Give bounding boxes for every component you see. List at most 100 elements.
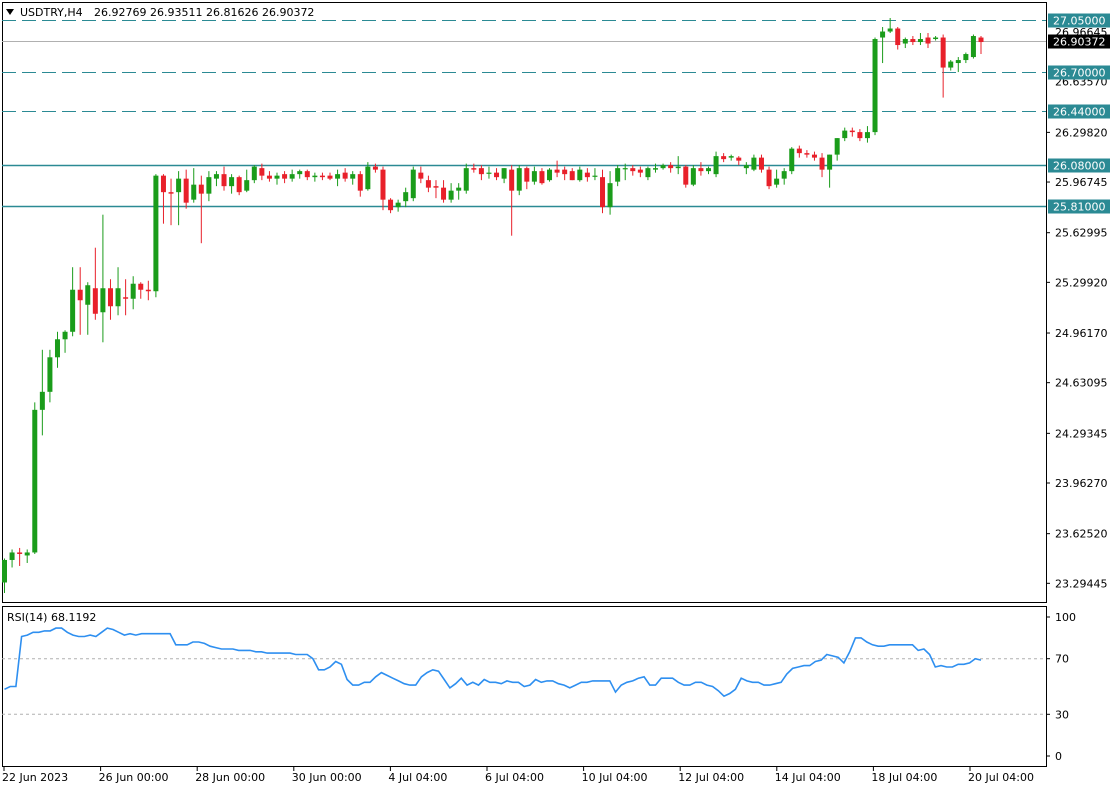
candle-bull (607, 183, 613, 208)
price-axis: 26.29820 25.96745 25.62995 25.29920 24.96170… (1046, 26, 1108, 590)
candle-bull (834, 138, 840, 155)
candle-bear (562, 169, 568, 175)
candle-bull (789, 148, 795, 172)
candle-bear (895, 28, 901, 46)
candle-bull (62, 331, 68, 340)
time-tick-label: 18 Jul 04:00 (871, 771, 937, 784)
candle-bull (713, 156, 719, 175)
candle-bear (600, 177, 606, 208)
candle-bull (592, 175, 598, 177)
candle-bear (282, 174, 288, 179)
level-label-box (1048, 104, 1110, 119)
candle-bear (569, 171, 575, 181)
candle-bull (176, 178, 182, 193)
candle-bear (221, 174, 227, 187)
level-label: 26.08000 (1053, 160, 1106, 173)
candle-bull (403, 192, 409, 202)
candle-bull (251, 166, 257, 181)
rsi-line (4, 627, 982, 698)
candle-bear (978, 37, 984, 43)
candle-bull (350, 174, 356, 179)
candle-bull (880, 31, 886, 38)
price-tick-label: 23.62520 (1055, 528, 1108, 541)
candle-bull (244, 180, 250, 191)
dropdown-triangle-icon[interactable] (6, 9, 14, 15)
candle-bull (705, 168, 711, 172)
candle-bear (637, 169, 643, 173)
current-price-box (1048, 34, 1110, 49)
candle-bull (395, 202, 401, 208)
time-tick-label: 10 Jul 04:00 (582, 771, 648, 784)
candle-bull (191, 184, 197, 200)
candle-bear (425, 180, 431, 188)
candle-bull (902, 39, 908, 44)
candle-bull (864, 132, 870, 139)
candle-bull (24, 552, 30, 556)
candle-bull (963, 54, 969, 61)
level-label-box (1048, 199, 1110, 214)
time-tick-label: 28 Jun 00:00 (195, 771, 265, 784)
candle-bear (198, 184, 204, 194)
level-label-box (1048, 65, 1110, 80)
candle-bull (547, 169, 553, 181)
candle-bull (781, 171, 787, 179)
candle-bull (335, 174, 341, 179)
level-label: 25.81000 (1053, 201, 1106, 214)
candle-bear (478, 168, 484, 175)
candle-bull (153, 175, 159, 292)
candle-bear (668, 165, 674, 169)
rsi-tick-label: 30 (1055, 708, 1069, 721)
candle-bear (796, 148, 802, 154)
time-tick-label: 4 Jul 04:00 (388, 771, 447, 784)
price-tick-label: 24.29345 (1055, 427, 1108, 440)
candle-bull (653, 168, 658, 170)
candle-bear (940, 37, 946, 68)
candle-bear (736, 157, 742, 161)
level-lines-group (2, 20, 1046, 208)
candle-bear (819, 157, 825, 170)
time-tick-label: 6 Jul 04:00 (485, 771, 544, 784)
candle-bull (32, 409, 38, 553)
candle-bear (342, 172, 348, 179)
price-tick-label: 26.29820 (1055, 126, 1108, 139)
candle-bull (645, 168, 651, 178)
candle-bull (213, 174, 219, 179)
candle-bear (357, 174, 363, 191)
candle-bull (130, 283, 136, 299)
candle-bull (365, 166, 371, 190)
candle-bear (857, 132, 863, 139)
candle-bear (539, 171, 545, 184)
candle-bull (615, 168, 621, 182)
price-pane[interactable] (2, 2, 1047, 603)
price-tick-label: 23.29445 (1055, 577, 1108, 590)
candle-bull (486, 172, 492, 174)
candle-bear (319, 175, 325, 178)
rsi-axis: 100 70 30 0 (1046, 611, 1076, 763)
chart-symbol: USDTRY,H4 (20, 6, 83, 19)
candle-bull (54, 339, 60, 358)
level-label: 26.70000 (1053, 67, 1106, 80)
time-tick-label: 12 Jul 04:00 (678, 771, 744, 784)
candle-bull (229, 177, 235, 187)
candle-bear (524, 168, 530, 182)
candle-bear (766, 169, 772, 187)
candle-bull (577, 169, 583, 181)
candle-bull (289, 174, 295, 179)
candle-bear (77, 289, 83, 301)
level-label-box (1048, 158, 1110, 173)
candle-bull (690, 168, 696, 185)
level-label-box (1048, 13, 1110, 28)
candle-bear (630, 168, 636, 172)
rsi-tick-label: 70 (1055, 653, 1069, 666)
price-tick-label: 23.96270 (1055, 477, 1108, 490)
candle-bull (872, 39, 878, 133)
candle-bear (721, 156, 727, 160)
candle-bear (259, 168, 265, 176)
price-tick-label: 24.96170 (1055, 327, 1108, 340)
level-labels: 27.05000 26.70000 26.44000 26.08000 25.81000… (1048, 13, 1110, 214)
candle-bear (372, 166, 378, 170)
candle-bear (107, 288, 113, 307)
candle-bear (683, 166, 689, 185)
candle-bull (970, 36, 976, 58)
